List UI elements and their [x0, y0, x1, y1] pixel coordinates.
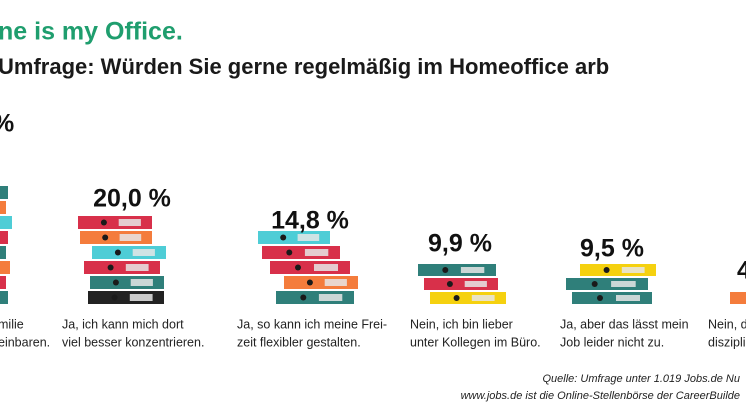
binder-label: [460, 267, 485, 273]
binder-hole: [453, 295, 460, 301]
binder-hole: [442, 267, 449, 273]
value-label: 20,0 %: [93, 185, 171, 213]
binder-stack: [566, 264, 656, 304]
binder: [0, 216, 12, 229]
category-label: unter Kollegen im Büro.: [410, 335, 541, 349]
binder: [0, 261, 10, 274]
category-label: Ja, aber das lässt mein: [560, 317, 689, 331]
value-label: 9,5 %: [580, 235, 644, 263]
binder: [0, 201, 6, 214]
category-label: zeit flexibler gestalten.: [237, 335, 361, 349]
value-label: 4: [737, 257, 746, 285]
binder-label: [471, 295, 495, 301]
binder-label: [118, 219, 141, 226]
binder-hole: [114, 249, 121, 256]
binder-hole: [306, 279, 313, 286]
binder-label: [132, 249, 155, 256]
binder-hole: [591, 281, 598, 287]
value-label: 9,9 %: [428, 230, 492, 258]
category-label: Job leider nicht zu.: [560, 335, 664, 349]
binder-hole: [100, 219, 107, 226]
binder-label: [130, 279, 153, 286]
binder: [730, 292, 746, 304]
binder-label: [297, 234, 320, 241]
binder-label: [129, 294, 153, 301]
binder-hole: [111, 294, 118, 301]
binder-hole: [597, 295, 603, 301]
value-label: %: [0, 110, 14, 138]
binder-label: [464, 281, 487, 287]
binder-hole: [446, 281, 453, 287]
category-label: Nein, ich bin lieber: [410, 317, 513, 331]
binder: [0, 246, 6, 259]
binder-hole: [102, 234, 109, 241]
category-label: disziplin: [708, 335, 746, 349]
source-line: Quelle: Umfrage unter 1.019 Jobs.de Nu: [542, 373, 740, 385]
binder-label: [125, 264, 149, 271]
binder-stack: [78, 216, 166, 304]
binder: [430, 292, 506, 304]
binder-label: [324, 279, 347, 286]
binder-label: [314, 264, 338, 271]
binder-hole: [300, 294, 307, 301]
chart-subtitle: Umfrage: Würden Sie gerne regelmäßig im …: [0, 54, 609, 79]
binder-hole: [603, 267, 610, 273]
category-label: Ja, ich kann mich dort: [62, 317, 184, 331]
category-label: milie: [0, 317, 24, 331]
binder-stack: [730, 292, 746, 304]
binder-stack: [258, 231, 358, 304]
category-label: viel besser konzentrieren.: [62, 335, 204, 349]
binder-label: [318, 294, 343, 301]
binder-stack: [418, 264, 506, 304]
binder-hole: [280, 234, 287, 241]
source-line: www.jobs.de ist die Online-Stellenbörse …: [461, 390, 740, 402]
binder-stack: [0, 186, 12, 304]
category-label: Ja, so kann ich meine Frei-: [237, 317, 387, 331]
binder-label: [621, 267, 645, 273]
binder-label: [611, 281, 636, 287]
category-label: Nein, d: [708, 317, 746, 331]
binder: [0, 186, 8, 199]
binder: [0, 291, 8, 304]
binder-label: [119, 234, 142, 241]
binder-label: [304, 249, 329, 256]
binder-hole: [295, 264, 301, 271]
chart-title: ne is my Office.: [0, 18, 183, 46]
binder: [0, 231, 8, 244]
binder: [0, 276, 6, 289]
binder: [566, 278, 648, 290]
category-label: einbaren.: [0, 335, 50, 349]
binder-label: [616, 295, 640, 301]
value-label: 14,8 %: [271, 207, 349, 235]
binder-hole: [107, 264, 114, 271]
binder-hole: [286, 249, 293, 256]
binder-hole: [112, 279, 119, 286]
